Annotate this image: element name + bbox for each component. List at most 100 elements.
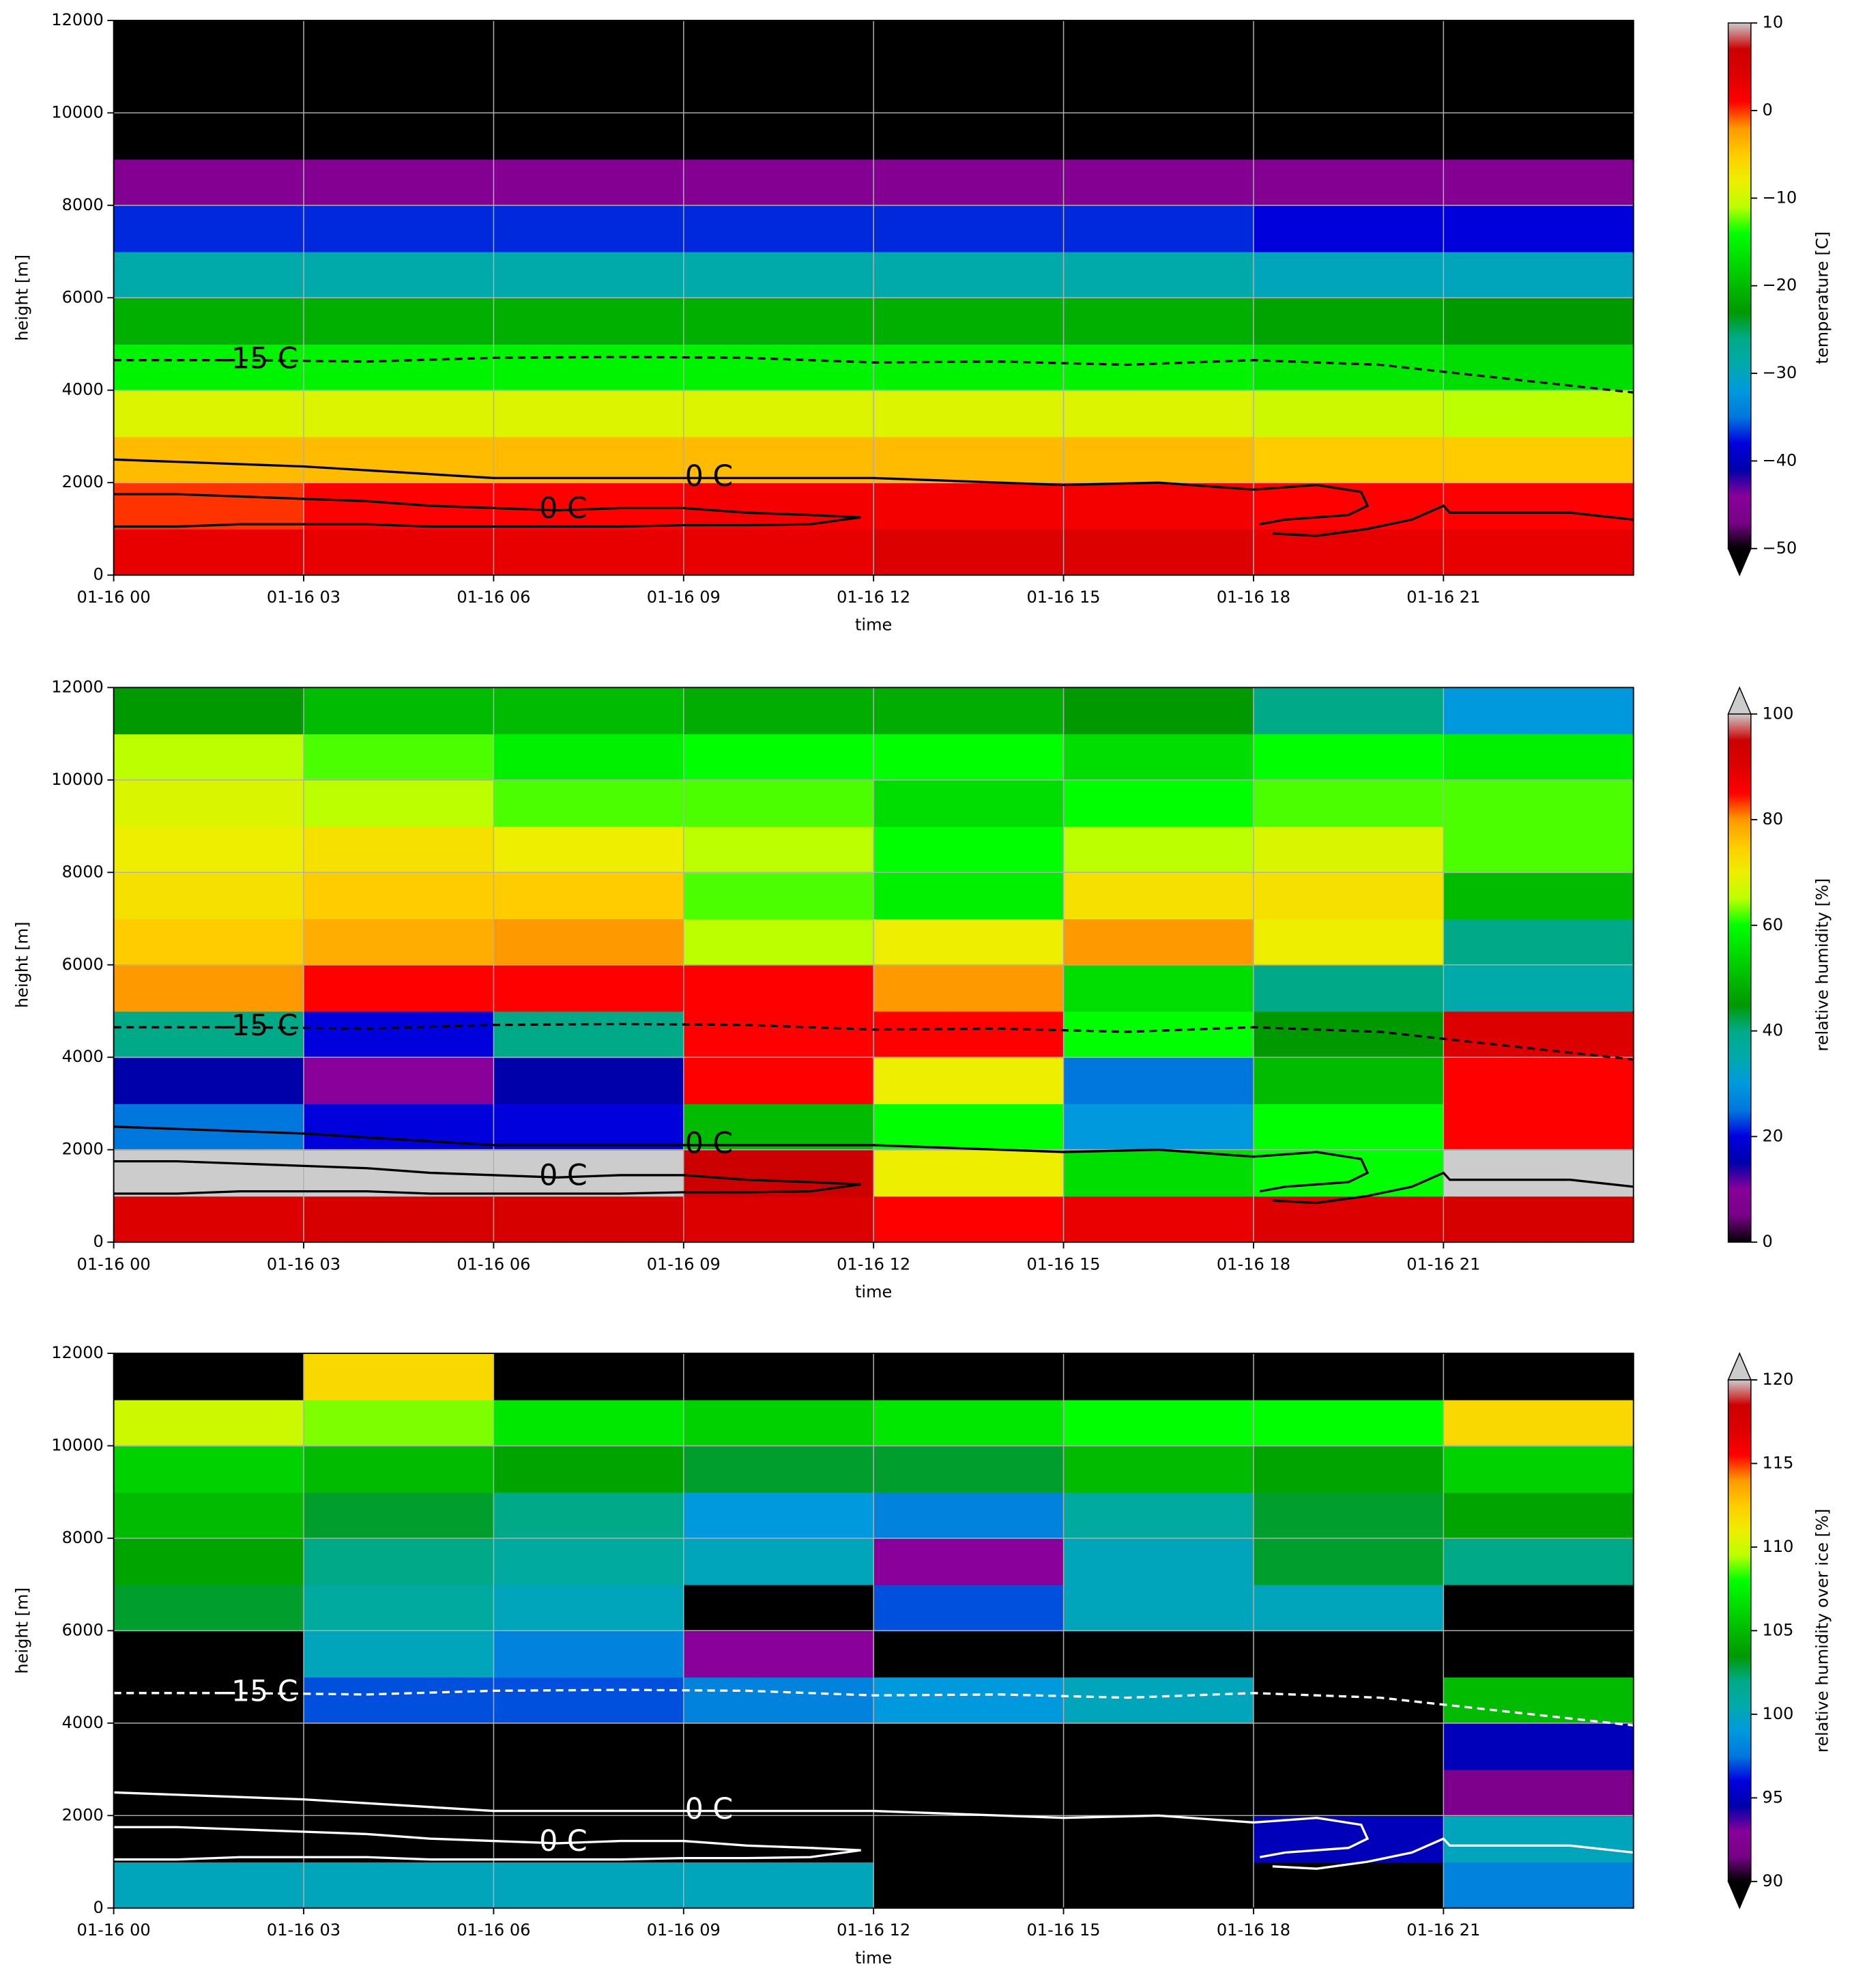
heatmap-cell: [1063, 436, 1254, 484]
y-tick-label: 4000: [62, 1047, 104, 1066]
heatmap-cell: [1443, 964, 1634, 1012]
heatmap-cell: [1253, 1584, 1445, 1632]
y-axis-label: height [m]: [12, 1587, 31, 1673]
colorbar-label: relative humidity [%]: [1812, 878, 1832, 1052]
y-tick-label: 2000: [62, 1140, 104, 1159]
heatmap-cell: [493, 344, 684, 391]
heatmap-cell: [1063, 1723, 1254, 1770]
heatmap-cell: [113, 1723, 304, 1770]
heatmap-cell: [493, 390, 684, 437]
heatmap-cell: [873, 1677, 1065, 1724]
heatmap-cell: [1253, 964, 1445, 1012]
heatmap-cell: [493, 205, 684, 253]
x-tick-label: 01-16 00: [77, 1920, 151, 1940]
x-tick-label: 01-16 03: [267, 588, 341, 607]
heatmap-cell: [113, 779, 304, 827]
heatmap-cell: [683, 687, 875, 735]
contour-label: 0 C: [685, 1126, 733, 1160]
heatmap-cell: [1063, 1103, 1254, 1151]
heatmap-cell: [1063, 482, 1254, 530]
heatmap-cell: [683, 482, 875, 530]
heatmap-cell: [1253, 528, 1445, 576]
heatmap-cell: [683, 872, 875, 919]
heatmap-cell: [1063, 1630, 1254, 1678]
contour-label: -15 C: [221, 1675, 298, 1709]
heatmap-cell: [683, 344, 875, 391]
x-tick-label: 01-16 03: [267, 1254, 341, 1273]
heatmap-cell: [304, 1723, 495, 1770]
heatmap-cell: [113, 205, 304, 253]
heatmap-cell: [1443, 528, 1634, 576]
heatmap-cell: [113, 159, 304, 206]
heatmap-cell: [1443, 251, 1634, 299]
heatmap-cell: [1443, 1769, 1634, 1817]
colorbar-tick-label: 40: [1763, 1021, 1784, 1040]
heatmap-cell: [683, 1011, 875, 1058]
contour-line: [113, 1791, 1370, 1858]
heatmap-cell: [1443, 1196, 1634, 1243]
heatmap-cell: [1443, 872, 1634, 919]
heatmap-cell: [683, 1862, 875, 1909]
y-tick-label: 12000: [51, 1343, 103, 1362]
heatmap-cell: [493, 1149, 684, 1197]
heatmap-cell: [1443, 1011, 1634, 1058]
heatmap-cell: [873, 390, 1065, 437]
contour-line: [113, 458, 1370, 525]
colorbar-tick-label: −40: [1763, 450, 1797, 470]
colorbar-label: temperature [C]: [1812, 231, 1832, 364]
heatmap-cell: [1063, 1057, 1254, 1104]
heatmap-cell: [1443, 390, 1634, 437]
heatmap-cell: [873, 1149, 1065, 1197]
heatmap-cell: [113, 1677, 304, 1724]
heatmap-cell: [304, 205, 495, 253]
heatmap-cell: [304, 964, 495, 1012]
heatmap-cell: [1253, 1011, 1445, 1058]
heatmap-cell: [493, 1769, 684, 1817]
heatmap-cell: [873, 734, 1065, 781]
heatmap-cell: [1253, 826, 1445, 874]
heatmap-cell: [873, 1769, 1065, 1817]
x-tick-label: 01-16 18: [1217, 588, 1290, 607]
heatmap-cell: [304, 528, 495, 576]
heatmap-cell: [493, 528, 684, 576]
heatmap-cell: [873, 779, 1065, 827]
heatmap-cell: [304, 779, 495, 827]
y-tick-label: 10000: [51, 102, 103, 121]
heatmap-cell: [1063, 734, 1254, 781]
heatmap-cell: [493, 872, 684, 919]
heatmap-cell: [493, 919, 684, 966]
heatmap-cell: [1443, 159, 1634, 206]
heatmap-cell: [683, 1103, 875, 1151]
heatmap-cell: [1063, 1815, 1254, 1862]
x-tick-label: 01-16 09: [647, 1920, 721, 1940]
heatmap-cell: [113, 1492, 304, 1539]
colorbar-extend-min: [1727, 548, 1752, 577]
heatmap-cell: [304, 1196, 495, 1243]
heatmap-cell: [1063, 1862, 1254, 1909]
contour-label: 0 C: [539, 1158, 587, 1192]
heatmap-cell: [304, 734, 495, 781]
heatmap-cell: [683, 1538, 875, 1585]
heatmap-cell: [304, 344, 495, 391]
heatmap-cell: [493, 687, 684, 735]
heatmap-cell: [683, 919, 875, 966]
heatmap-cell: [873, 113, 1065, 160]
colorbar: [1728, 23, 1751, 549]
heatmap-cell: [493, 1103, 684, 1151]
colorbar-tick-label: 100: [1763, 1704, 1794, 1723]
contour-label: -15 C: [221, 1009, 298, 1043]
heatmap-cell: [1063, 964, 1254, 1012]
heatmap-cell: [1063, 1353, 1254, 1400]
colorbar-tick-label: −10: [1763, 188, 1797, 207]
heatmap-cell: [304, 1538, 495, 1585]
heatmap-cell: [1063, 390, 1254, 437]
heatmap-cell: [873, 1103, 1065, 1151]
heatmap-cell: [1253, 1538, 1445, 1585]
heatmap-cell: [493, 1399, 684, 1447]
heatmap-cell: [493, 1630, 684, 1678]
colorbar-tick-label: −50: [1763, 538, 1797, 558]
heatmap-cell: [873, 1538, 1065, 1585]
y-tick-label: 8000: [62, 195, 104, 214]
contour-label: 0 C: [685, 1792, 733, 1826]
